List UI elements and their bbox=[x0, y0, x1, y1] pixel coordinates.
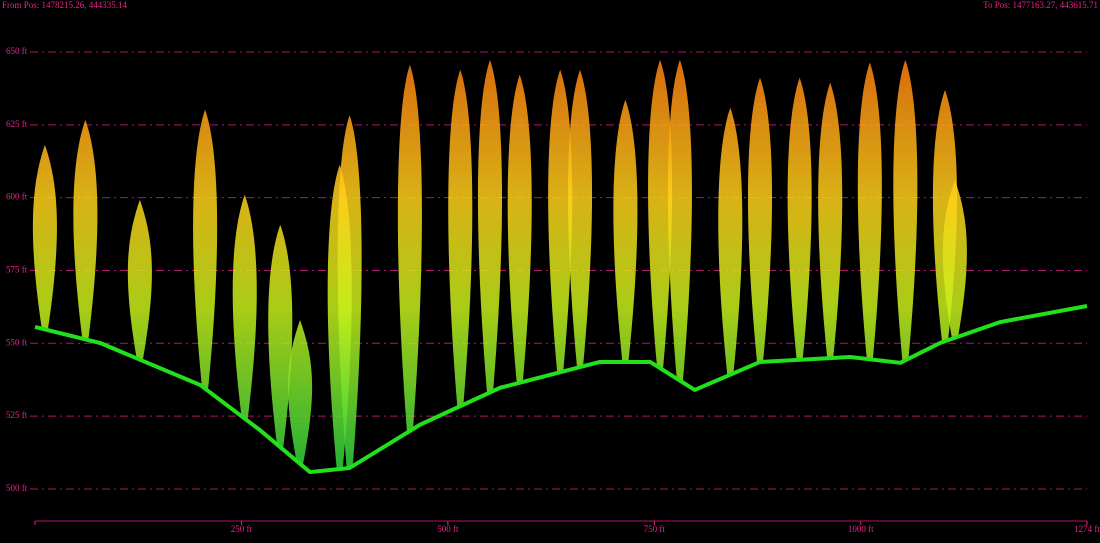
tree-canopy bbox=[893, 59, 918, 361]
from-position: From Pos: 1478215.26, 444335.14 bbox=[2, 0, 128, 10]
tree-canopy bbox=[232, 194, 257, 419]
tree-canopy bbox=[268, 224, 293, 448]
tree-canopy bbox=[73, 119, 98, 340]
tree-canopy bbox=[857, 62, 882, 360]
tree-canopy bbox=[648, 59, 673, 369]
x-tick-label: 1000 ft bbox=[848, 524, 874, 534]
tree-canopy bbox=[397, 64, 422, 431]
y-tick-label: 575 ft bbox=[6, 265, 28, 275]
x-tick-label: 750 ft bbox=[644, 524, 666, 534]
tree-canopy bbox=[507, 74, 532, 383]
tree-canopy bbox=[448, 69, 473, 407]
tree-canopy bbox=[337, 115, 362, 468]
tree-canopy bbox=[477, 59, 503, 393]
tree-canopy bbox=[288, 319, 313, 464]
y-tick-label: 650 ft bbox=[6, 46, 28, 56]
y-tick-label: 550 ft bbox=[6, 337, 28, 347]
y-tick-label: 525 ft bbox=[6, 410, 28, 420]
tree-canopy bbox=[127, 199, 152, 360]
to-position: To Pos: 1477163.27, 443615.71 bbox=[983, 0, 1098, 10]
tree-canopy bbox=[747, 77, 773, 362]
ground-line bbox=[34, 304, 1088, 475]
tree-canopy bbox=[718, 107, 743, 375]
tree-canopy bbox=[942, 179, 967, 338]
tree-canopy bbox=[567, 69, 593, 368]
tree-canopy bbox=[193, 109, 218, 389]
y-tick-label: 500 ft bbox=[6, 483, 28, 493]
x-tick-label: 1274 ft bbox=[1074, 524, 1100, 534]
tree-canopy bbox=[667, 59, 692, 381]
tree-canopy bbox=[548, 69, 573, 373]
tree-canopy bbox=[787, 77, 812, 360]
tree-canopy bbox=[818, 82, 843, 359]
x-tick-label: 250 ft bbox=[231, 524, 253, 534]
tree-canopy bbox=[32, 144, 57, 330]
y-tick-label: 625 ft bbox=[6, 119, 28, 129]
y-tick-label: 600 ft bbox=[6, 192, 28, 202]
tree-canopy bbox=[613, 99, 638, 362]
x-tick-label: 500 ft bbox=[437, 524, 459, 534]
